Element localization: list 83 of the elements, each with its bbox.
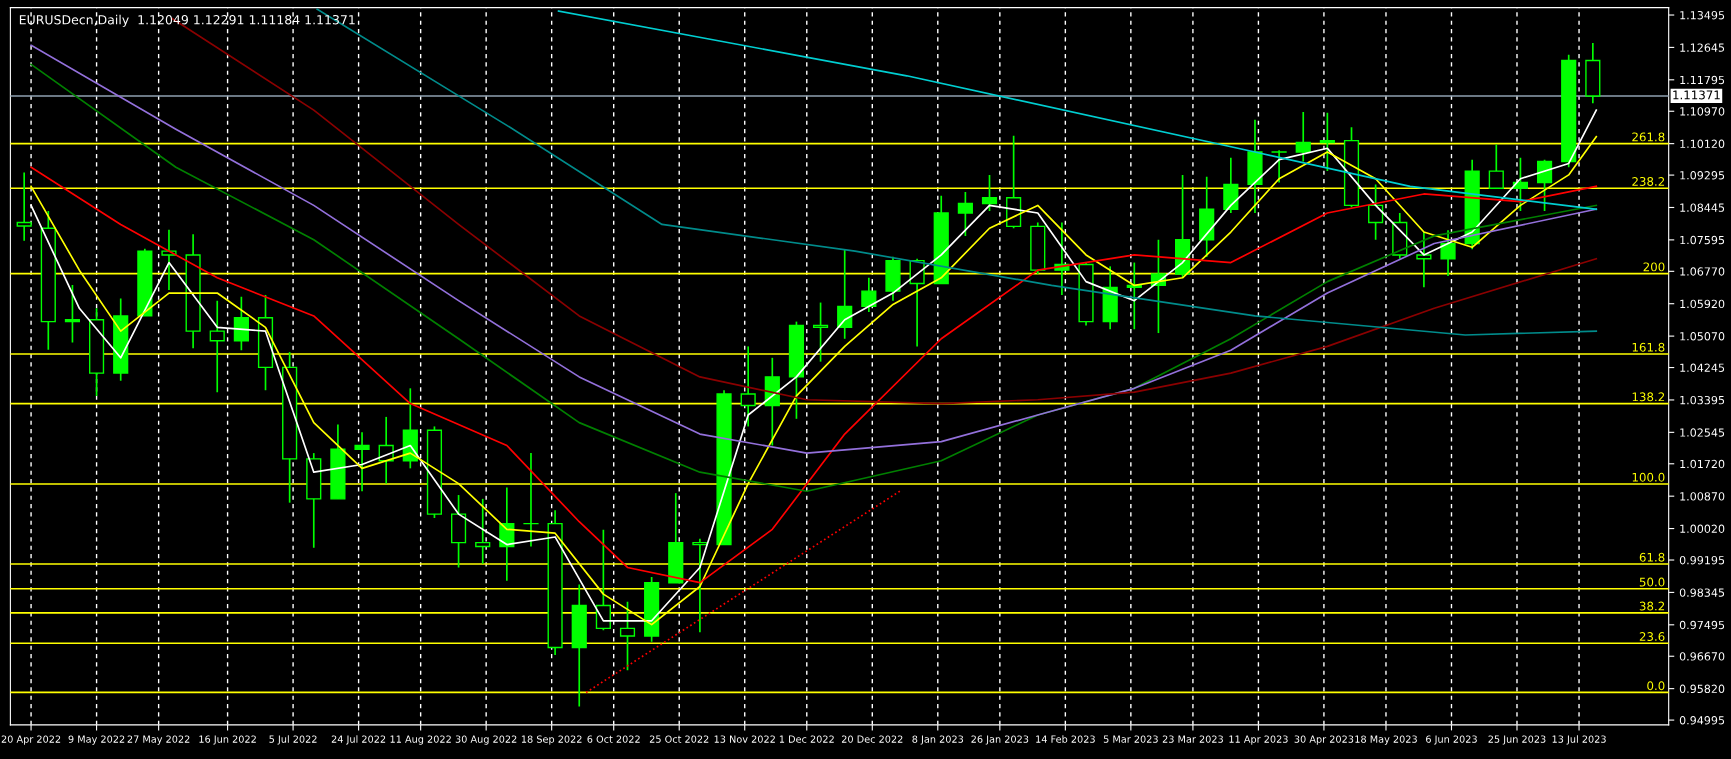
line-series: [557, 10, 1598, 211]
x-tick-label: 18 Sep 2022: [521, 735, 582, 745]
candlestick: [161, 228, 177, 291]
y-tick-label: 1.12645: [1680, 43, 1725, 52]
y-tick-label: 1.02545: [1680, 428, 1725, 437]
annotation: 161.8: [1632, 342, 1665, 352]
candlestick: [1319, 111, 1335, 172]
annotation: 23.6: [1639, 632, 1665, 641]
candlestick: [16, 171, 32, 242]
y-tick-label: 1.00870: [1680, 492, 1725, 501]
annotation: 0.0: [1647, 681, 1665, 691]
annotation: 138.2: [1632, 392, 1665, 402]
ref-line-label: 1.11371: [1673, 90, 1720, 100]
candlestick: [740, 345, 756, 428]
x-tick-label: 20 Apr 2022: [1, 735, 61, 745]
x-tick-label: 16 Jun 2022: [199, 735, 256, 745]
annotation: 61.8: [1639, 552, 1665, 562]
x-tick-label: 11 Aug 2022: [390, 735, 451, 745]
x-tick-label: 26 Jan 2023: [971, 735, 1029, 745]
x-tick-label: 25 Jun 2023: [1488, 735, 1546, 745]
candlestick: [1488, 143, 1504, 190]
candlestick: [209, 299, 225, 393]
y-tick-label: 1.11795: [1680, 75, 1725, 85]
annotation: 238.2: [1632, 177, 1665, 186]
y-tick-label: 0.97495: [1679, 620, 1725, 630]
y-tick-label: 1.10970: [1680, 107, 1725, 116]
y-tick-label: 0.98345: [1679, 588, 1725, 597]
x-tick-label: 20 Dec 2022: [841, 735, 903, 743]
y-tick-label: 0.95820: [1679, 684, 1725, 694]
y-tick-label: 1.01720: [1680, 459, 1725, 469]
candlestick: [1512, 156, 1529, 212]
x-tick-label: 18 May 2023: [1355, 735, 1417, 745]
annotation: 50.0: [1639, 577, 1665, 587]
x-tick-label: 13 Jul 2023: [1552, 735, 1606, 745]
y-tick-label: 1.04245: [1680, 363, 1725, 372]
annotation: 200: [1643, 262, 1665, 272]
y-tick-label: 0.94995: [1679, 716, 1725, 725]
candlestick: [861, 276, 877, 313]
y-tick-label: 1.06770: [1680, 267, 1725, 276]
candlestick: [692, 538, 708, 634]
candlestick: [475, 498, 491, 565]
annotation: 261.8: [1632, 132, 1665, 142]
x-tick-label: 5 Jul 2022: [269, 735, 317, 745]
x-tick-label: 14 Feb 2023: [1036, 735, 1095, 743]
text: EURUSDecn,Daily 1.12049 1.12291 1.11184 1.11371: [19, 14, 355, 27]
y-tick-label: 1.03395: [1680, 395, 1725, 405]
x-tick-label: 30 Aug 2022: [455, 735, 517, 745]
candlestick: [1295, 111, 1311, 163]
x-tick-label: 13 Nov 2022: [714, 735, 775, 743]
x-tick-label: 1 Dec 2022: [779, 735, 834, 743]
y-tick-label: 0.96670: [1679, 652, 1725, 661]
x-tick-label: 6 Oct 2022: [587, 735, 640, 743]
y-tick-label: 1.05070: [1680, 332, 1725, 341]
y-tick-label: 1.00020: [1680, 524, 1725, 533]
x-tick-label: 24 Jul 2022: [331, 735, 386, 745]
annotation: 38.2: [1639, 601, 1665, 611]
candlestick: [812, 301, 829, 363]
x-tick-label: 25 Oct 2022: [649, 735, 709, 743]
candlestick: [233, 296, 249, 352]
x-tick-label: 11 Apr 2023: [1229, 735, 1288, 745]
x-tick-label: 9 May 2022: [68, 735, 125, 745]
candlestick: [354, 431, 370, 493]
y-tick-label: 1.08445: [1680, 203, 1725, 212]
y-tick-label: 1.07595: [1680, 235, 1725, 245]
candlestick: [1440, 229, 1456, 277]
candlestick: [64, 284, 81, 344]
y-tick-label: 1.10120: [1680, 139, 1725, 149]
annotation: 100.0: [1632, 472, 1665, 482]
y-tick-label: 0.99195: [1679, 555, 1725, 565]
x-tick-label: 6 Jun 2023: [1426, 735, 1477, 745]
y-tick-label: 1.05920: [1680, 299, 1725, 309]
y-tick-label: 1.13495: [1680, 11, 1725, 20]
x-tick-label: 30 Apr 2023: [1294, 735, 1354, 745]
y-tick-label: 1.09295: [1680, 171, 1725, 180]
candlestick: [1536, 158, 1553, 212]
candlestick: [619, 600, 636, 672]
candlestick: [957, 191, 973, 237]
candlestick: [1271, 149, 1287, 184]
x-tick-label: 5 Mar 2023: [1103, 735, 1158, 743]
x-tick-label: 8 Jan 2023: [912, 735, 964, 745]
x-tick-label: 23 Mar 2023: [1162, 735, 1223, 743]
candlestick: [981, 174, 998, 212]
x-tick-label: 27 May 2022: [127, 735, 190, 745]
